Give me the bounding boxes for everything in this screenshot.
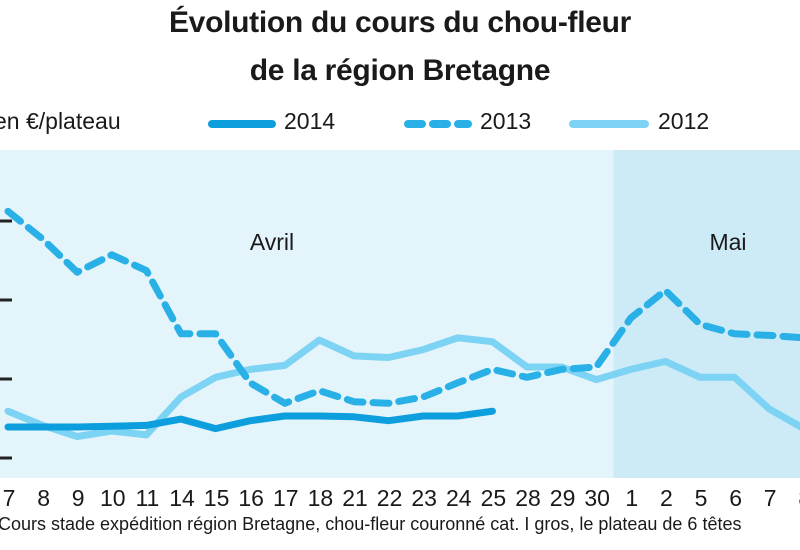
x-tick-label: 9: [72, 485, 85, 511]
x-tick-label: 30: [584, 485, 610, 511]
x-tick-label: 29: [550, 485, 576, 511]
chart-title: Évolution du cours du chou-fleur: [168, 6, 632, 39]
y-axis-unit-label: en €/plateau: [0, 108, 121, 134]
x-tick-label: 16: [238, 485, 264, 511]
x-tick-label: 11: [135, 485, 159, 511]
x-tick-label: 17: [273, 485, 299, 511]
legend-label-2012: 2012: [658, 108, 710, 134]
x-tick-label: 23: [411, 485, 437, 511]
x-tick-label: 18: [308, 485, 334, 511]
x-tick-label: 8: [37, 485, 50, 511]
x-tick-label: 25: [481, 485, 507, 511]
legend-label-2013: 2013: [480, 108, 532, 134]
x-tick-label: 8: [798, 485, 800, 511]
series-line-2014: [4, 407, 496, 433]
series-line-2013: [4, 207, 800, 407]
series-line-2012: [4, 334, 800, 440]
chart-subtitle: de la région Bretagne: [249, 54, 551, 87]
x-tick-label: 5: [695, 485, 708, 511]
chart-footnote: Cours stade expédition région Bretagne, …: [0, 514, 742, 534]
month-band-mai: [613, 150, 800, 478]
x-tick-label: 28: [515, 485, 541, 511]
x-tick-label: 10: [100, 485, 126, 511]
x-tick-label: 7: [764, 485, 777, 511]
x-tick-label: 2: [660, 485, 673, 511]
x-tick-label: 22: [377, 485, 403, 511]
month-label-avril: Avril: [250, 229, 294, 255]
x-tick-label: 15: [204, 485, 230, 511]
x-tick-label: 7: [3, 485, 16, 511]
legend: [208, 120, 649, 128]
legend-label-2014: 2014: [284, 108, 336, 134]
x-tick-label: 24: [446, 485, 472, 511]
x-tick-label: 14: [169, 485, 195, 511]
x-tick-label: 6: [729, 485, 742, 511]
x-tick-label: 21: [342, 485, 368, 511]
month-label-mai: Mai: [709, 229, 746, 255]
x-tick-label: 1: [625, 485, 638, 511]
